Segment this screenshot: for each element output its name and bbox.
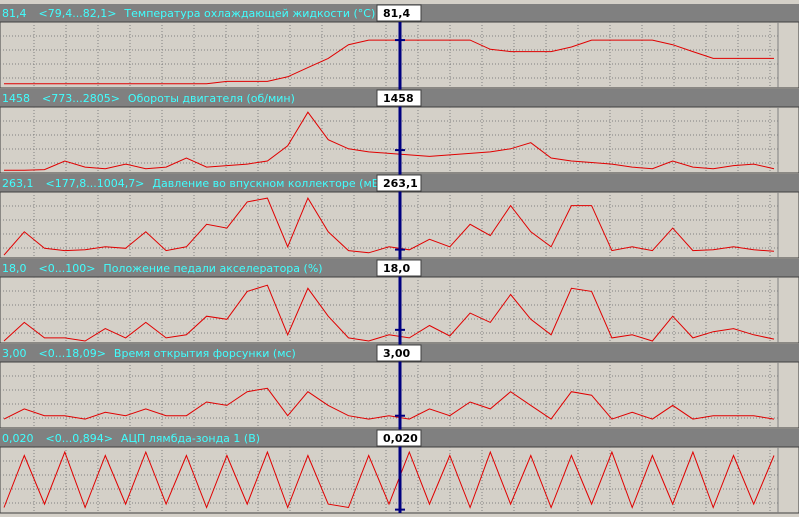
current-value: 0,020 <box>2 432 34 445</box>
cursor-box <box>376 429 422 447</box>
current-value: 18,0 <box>2 262 27 275</box>
panel-title: Температура охлаждающей жидкости (°C) <box>123 7 375 20</box>
cursor-box <box>376 174 422 192</box>
series-line <box>3 387 775 420</box>
cursor-box <box>376 344 422 362</box>
range-label: <177,8...1004,7> <box>46 177 145 190</box>
cursor-value: 1458 <box>383 92 414 105</box>
range-label: <773...2805> <box>42 92 120 105</box>
cursor-value: 0,020 <box>383 432 418 445</box>
current-value: 263,1 <box>2 177 34 190</box>
panel-title: Обороты двигателя (об/мин) <box>128 92 295 105</box>
cursor-value: 81,4 <box>383 7 410 20</box>
current-value: 3,00 <box>2 347 27 360</box>
header-text: 0,020 <0...0,894> АЦП лямбда-зонда 1 (В) <box>2 432 260 445</box>
header-text: 263,1 <177,8...1004,7> Давление во впускно… <box>2 177 397 190</box>
header-text: 1458 <773...2805> Обороты двигателя (об/ми… <box>2 92 295 105</box>
panel-title: Положение педали акселератора (%) <box>103 262 322 275</box>
panel-title: Давление во впускном коллекторе (мБар) <box>152 177 397 190</box>
cursor-value: 263,1 <box>383 177 418 190</box>
range-label: <0...0,894> <box>46 432 113 445</box>
current-value: 1458 <box>2 92 30 105</box>
current-value: 81,4 <box>2 7 27 20</box>
cursor-box <box>376 259 422 277</box>
range-label: <0...100> <box>39 262 96 275</box>
panel-title: Время открытия форсунки (мс) <box>114 347 296 360</box>
series-line <box>4 111 775 171</box>
header-text: 3,00 <0...18,09> Время открытия форсунки (… <box>2 347 296 360</box>
cursor-box <box>376 4 422 22</box>
range-label: <0...18,09> <box>39 347 106 360</box>
header-text: 81,4 <79,4...82,1> Температура охлаждающей… <box>2 7 375 20</box>
cursor-value: 3,00 <box>383 347 410 360</box>
header-text: 18,0 <0...100> Положение педали акселерато… <box>2 262 323 275</box>
series-line <box>3 284 775 342</box>
series-line <box>4 39 774 85</box>
range-label: <79,4...82,1> <box>39 7 117 20</box>
series-line <box>3 450 775 509</box>
panel-title: АЦП лямбда-зонда 1 (В) <box>121 432 260 445</box>
cursor-box <box>376 89 422 107</box>
cursor-value: 18,0 <box>383 262 410 275</box>
series-line <box>3 196 775 256</box>
